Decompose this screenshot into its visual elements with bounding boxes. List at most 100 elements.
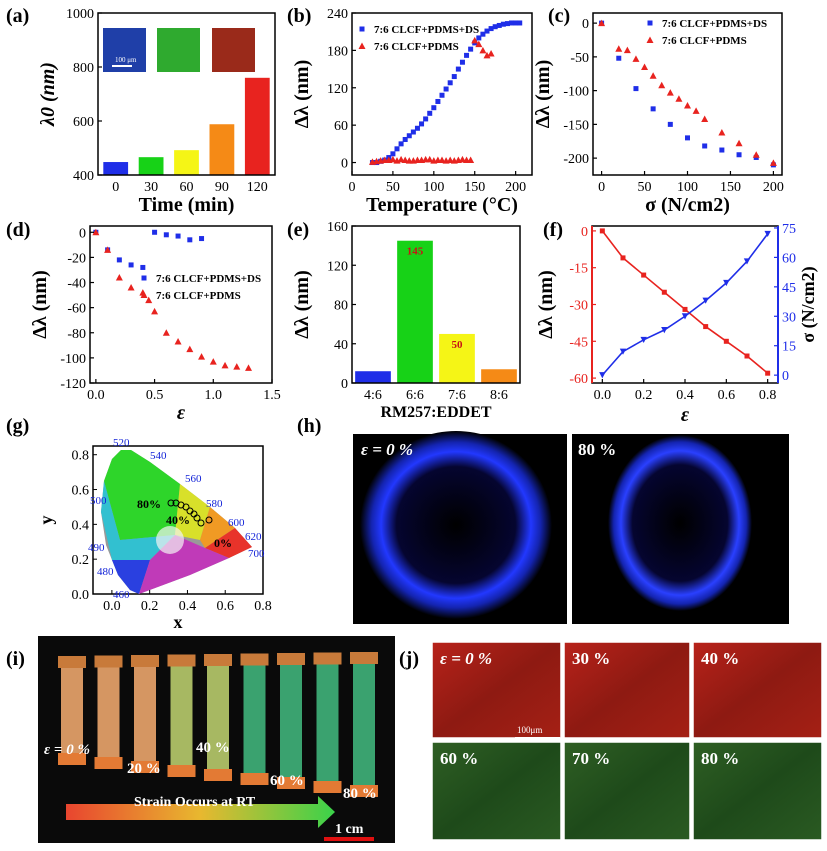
data-label-e-2: 50 [452, 339, 464, 351]
cie-xtick-label-1: 0.2 [141, 599, 159, 614]
point-f-1-1 [619, 348, 627, 355]
xtick-label-a-2: 60 [180, 180, 194, 195]
xtick-label-d-3: 1.5 [263, 388, 281, 403]
strip-cap-bottom-2 [131, 761, 159, 773]
cie-strain-0: 0% [214, 536, 232, 550]
xtick-label-d-1: 0.5 [146, 388, 164, 403]
xtick-label-c-3: 150 [720, 180, 741, 195]
point-c-0-8 [736, 152, 742, 158]
cie-ytick-label-0: 0.0 [72, 588, 90, 603]
point-b-0-17 [439, 92, 445, 98]
cie-wl-560: 560 [185, 473, 202, 485]
point-b-1-25 [471, 36, 479, 44]
cie-xlabel: x [174, 612, 183, 632]
point-b-0-6 [394, 146, 400, 152]
strip-cap-top-7 [313, 652, 342, 665]
cie-region-blue [112, 560, 150, 594]
ytick-label-e-4: 160 [327, 220, 348, 235]
legend-text-c-0: 7:6 CLCF+PDMS+DS [662, 18, 767, 30]
strip-label-40: 40 % [196, 740, 230, 756]
tile-label-5: 80 % [701, 749, 739, 768]
xtick-label-e-1: 6:6 [406, 388, 424, 403]
point-c-0-7 [719, 147, 725, 153]
point-d-1-7 [162, 329, 170, 336]
cie-xtick-label-3: 0.6 [216, 599, 234, 614]
bar-e-2 [439, 333, 475, 383]
strip-cap-bottom-0 [58, 753, 86, 765]
point-d-1-8 [174, 338, 182, 345]
cie-xtick-label-0: 0.0 [103, 599, 121, 614]
cie-strain-40: 40% [166, 513, 190, 527]
cie-wl-580: 580 [206, 498, 223, 510]
xtick-label-a-4: 120 [247, 180, 268, 195]
cie-wl-540: 540 [150, 450, 167, 462]
point-f-1-7 [743, 258, 751, 265]
point-c-0-6 [702, 143, 708, 149]
cie-wl-700: 700 [248, 548, 265, 560]
tile-label-4: 70 % [572, 749, 610, 768]
ytick-label-a-0: 400 [73, 169, 94, 184]
micrograph-tiles: ε = 0 % 30 % 40 % 60 % 70 % 80 % 100μm [431, 641, 823, 841]
point-c-1-14 [752, 151, 760, 158]
point-d-0-9 [199, 236, 205, 242]
strip-cap-bottom-8 [350, 785, 378, 797]
strip-cap-top-1 [94, 655, 123, 668]
point-b-1-28 [483, 51, 491, 59]
ytick-label-c-3: -150 [563, 118, 589, 133]
xtick-label-d-0: 0.0 [87, 388, 105, 403]
strip-body-7 [316, 664, 339, 781]
xlabel-c: σ (N/cm2) [645, 194, 730, 216]
chart-g-axes: 0.0 0.2 0.4 0.6 0.8 0.0 0.2 0.4 0.6 0.8 x y [36, 449, 272, 632]
panel-label-a: (a) [6, 5, 29, 27]
chart-c: 0 -50 -100 -150 -200 0 50 100 150 200 σ (N/cm2) Δλ … [532, 12, 784, 216]
point-f-1-2 [640, 336, 647, 344]
point-b-0-9 [406, 133, 412, 139]
point-b-1-5 [389, 155, 397, 163]
point-b-0-13 [423, 116, 429, 122]
legend-marker-b-1 [358, 42, 366, 49]
xtick-label-f-3: 0.6 [718, 388, 736, 403]
point-b-1-24 [467, 156, 475, 164]
point-f-1-6 [723, 279, 730, 287]
point-f-1-0 [599, 372, 606, 379]
panel-label-i: (i) [6, 648, 25, 670]
point-d-0-4 [140, 264, 146, 270]
strip-body-3 [170, 666, 193, 765]
ytick-label-d-5: -100 [60, 352, 86, 367]
strip-cap-top-4 [204, 654, 232, 666]
cie-ytick-label-2: 0.4 [72, 518, 90, 533]
point-c-1-5 [649, 72, 657, 79]
cie-region-green [104, 450, 180, 540]
point-d-1-9 [186, 345, 194, 353]
ylabel-d: Δλ (nm) [29, 270, 51, 338]
tile-1 [563, 641, 691, 739]
inset-red-image [212, 28, 255, 72]
xtick-label-c-4: 200 [763, 180, 784, 195]
legend-text-b-1: 7:6 CLCF+PDMS [374, 41, 459, 53]
strip-body-0 [61, 668, 83, 753]
inset-scale-text: 100 μm [115, 56, 137, 64]
point-d-1-0 [92, 228, 100, 236]
xlabel-d: ε [177, 402, 186, 424]
ytick-label-a-2: 800 [73, 61, 94, 76]
ring-glow-80 [608, 435, 752, 611]
cie-frame [92, 445, 264, 595]
point-f-0-7 [744, 353, 750, 359]
point-b-0-36 [517, 20, 523, 26]
xtick-label-f-0: 0.0 [594, 388, 612, 403]
point-b-0-8 [402, 136, 408, 142]
point-c-1-4 [641, 63, 649, 70]
y2tick-label-f-2: 30 [782, 310, 796, 325]
point-b-0-14 [427, 110, 433, 116]
point-b-0-15 [431, 105, 437, 111]
panel-label-h: (h) [297, 415, 321, 437]
ytick-label-b-2: 120 [327, 82, 348, 97]
ytick-label-f-0: 0 [581, 225, 588, 240]
xtick-label-c-0: 0 [598, 180, 605, 195]
point-b-1-22 [458, 155, 466, 163]
ytick-label-c-4: -200 [563, 152, 589, 167]
ylabel-b: Δλ (nm) [291, 60, 313, 128]
point-c-1-15 [769, 159, 777, 166]
point-d-0-8 [187, 237, 193, 243]
strip-cap-top-2 [131, 655, 159, 667]
